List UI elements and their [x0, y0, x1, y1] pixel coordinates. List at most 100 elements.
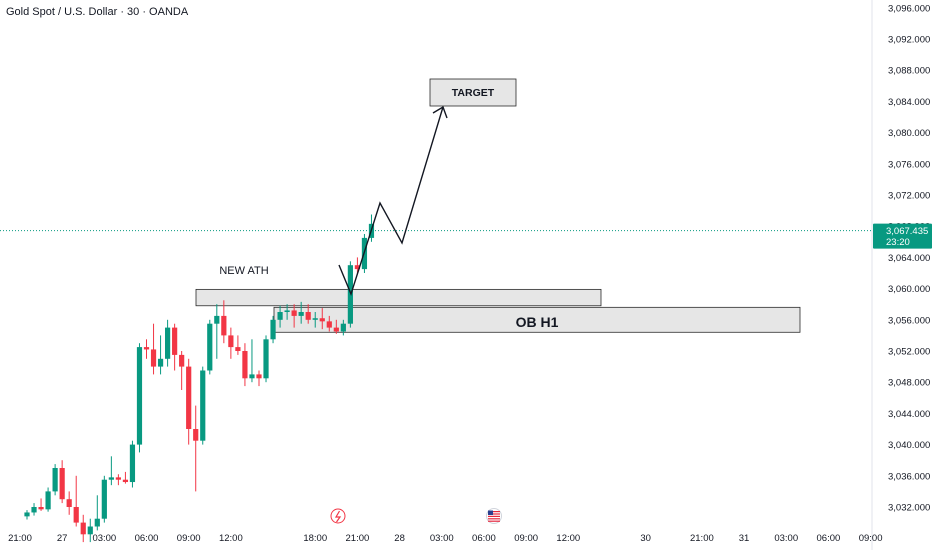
x-tick-label: 21:00 — [8, 533, 32, 544]
candle-body — [319, 318, 325, 322]
candle-body — [150, 349, 157, 367]
candle-body — [108, 477, 114, 480]
candle-body — [347, 265, 353, 324]
x-tick-label: 28 — [394, 533, 405, 544]
candle-body — [59, 468, 65, 500]
candle-body — [298, 312, 304, 316]
candle-body — [235, 347, 241, 351]
x-tick-label: 06:00 — [472, 533, 496, 544]
y-tick-label: 3,088.000 — [888, 66, 930, 77]
candle-body — [186, 366, 192, 429]
lightning-icon-glyph — [334, 510, 342, 523]
candle-body — [136, 347, 143, 445]
candle-body — [52, 468, 58, 492]
candle-body — [305, 312, 311, 320]
candle-body — [122, 479, 129, 483]
candle-body — [333, 327, 339, 332]
candle-body — [326, 321, 332, 328]
candle-body — [277, 312, 283, 320]
x-tick-label: 18:00 — [303, 533, 327, 544]
x-tick-label: 06:00 — [135, 533, 159, 544]
candle-body — [221, 315, 227, 336]
candle-body — [270, 319, 276, 340]
candle-body — [312, 318, 318, 320]
candle-body — [87, 526, 93, 535]
candle-body — [249, 374, 255, 379]
projection-path — [338, 106, 444, 297]
candle-body — [66, 499, 72, 507]
x-tick-label: 03:00 — [92, 533, 116, 544]
y-tick-label: 3,048.000 — [888, 378, 930, 389]
candle-body — [354, 265, 361, 270]
x-tick-label: 03:00 — [774, 533, 798, 544]
x-tick-label: 27 — [57, 533, 68, 544]
candle-body — [207, 323, 213, 371]
candle-body — [129, 444, 136, 483]
candle-body — [45, 491, 51, 510]
chart-title: Gold Spot / U.S. Dollar · 30 · OANDA — [6, 6, 189, 18]
candle-body — [242, 351, 248, 379]
x-tick-label: 30 — [640, 533, 651, 544]
candle-body — [101, 479, 107, 519]
new-ath-zone — [195, 288, 602, 307]
x-tick-label: 21:00 — [346, 533, 370, 544]
x-tick-label: 12:00 — [219, 533, 243, 544]
candle-body — [31, 507, 37, 513]
candle-body — [165, 327, 171, 359]
x-tick-label: 09:00 — [514, 533, 538, 544]
candle-body — [94, 518, 100, 527]
y-tick-label: 3,080.000 — [888, 128, 930, 139]
candle-body — [291, 310, 297, 316]
us-flag-stripe — [488, 520, 500, 522]
us-flag-stripe — [488, 515, 500, 517]
projection-arrowhead — [432, 105, 448, 119]
us-flag-stripe — [488, 518, 500, 520]
us-flag-stripe — [488, 513, 500, 515]
candle-body — [256, 374, 262, 379]
y-tick-label: 3,060.000 — [888, 284, 930, 295]
x-tick-label: 31 — [739, 533, 750, 544]
y-tick-label: 3,072.000 — [888, 191, 930, 202]
us-flag-stripe — [488, 511, 500, 513]
candle-body — [24, 512, 30, 517]
current-price-label: 3,067.435 — [886, 226, 928, 237]
candle-body — [263, 339, 269, 379]
candle-body — [115, 477, 121, 480]
candle-body — [179, 354, 185, 367]
y-tick-label: 3,076.000 — [888, 159, 930, 170]
new-ath-label: NEW ATH — [219, 265, 268, 277]
ob-h1-zone — [273, 306, 801, 333]
candle-body — [172, 327, 178, 355]
candle-body — [38, 507, 44, 510]
x-tick-label: 03:00 — [430, 533, 454, 544]
x-tick-label: 12:00 — [556, 533, 580, 544]
candle-body — [200, 370, 206, 441]
y-tick-label: 3,040.000 — [888, 440, 930, 451]
us-flag-canton — [488, 510, 493, 515]
lightning-icon — [330, 508, 346, 524]
candle-body — [73, 507, 79, 523]
x-tick-label: 21:00 — [690, 533, 714, 544]
target-label: TARGET — [452, 87, 495, 99]
y-tick-label: 3,056.000 — [888, 315, 930, 326]
y-tick-label: 3,084.000 — [888, 97, 930, 108]
target-box — [429, 78, 517, 107]
candle-body — [228, 335, 234, 348]
candle-body — [214, 315, 220, 324]
y-tick-label: 3,092.000 — [888, 35, 930, 46]
y-tick-label: 3,064.000 — [888, 253, 930, 264]
candle-body — [157, 358, 164, 367]
y-tick-label: 3,036.000 — [888, 471, 930, 482]
candle-body — [340, 323, 346, 332]
ob-h1-label: OB H1 — [516, 314, 559, 330]
candle-body — [193, 429, 199, 441]
price-countdown-label: 23:20 — [886, 237, 910, 248]
y-tick-label: 3,032.000 — [888, 503, 930, 514]
y-tick-label: 3,052.000 — [888, 347, 930, 358]
x-tick-label: 06:00 — [817, 533, 841, 544]
candle-body — [80, 522, 86, 535]
candle-body — [143, 347, 150, 350]
price-tag-box — [873, 223, 932, 249]
x-tick-label: 09:00 — [859, 533, 883, 544]
